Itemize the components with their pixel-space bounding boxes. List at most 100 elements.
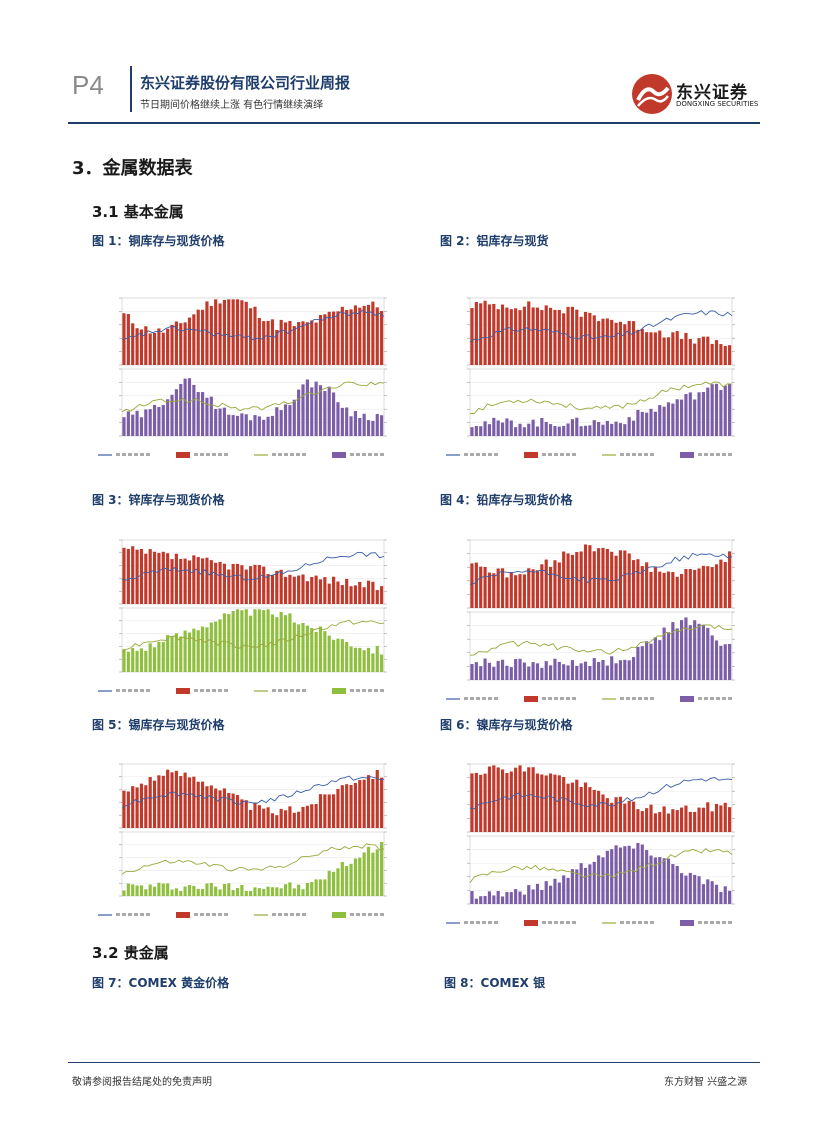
- chart-bar: [301, 321, 305, 365]
- chart-bar: [371, 420, 375, 436]
- chart-line: [469, 310, 733, 343]
- chart-bar: [227, 414, 231, 436]
- chart-line: [469, 552, 733, 585]
- chart-bar: [262, 888, 266, 896]
- chart-bar: [135, 328, 139, 365]
- chart-panel: [119, 763, 387, 829]
- chart-bar: [610, 656, 614, 680]
- chart-bar: [174, 553, 178, 604]
- chart-bar: [249, 890, 253, 896]
- chart-line: [121, 551, 385, 581]
- chart-bar: [205, 883, 209, 896]
- chart-bar: [305, 625, 309, 672]
- chart-bar: [192, 314, 196, 365]
- figure-caption-4: 图 4：铅库存与现货价格: [440, 493, 573, 507]
- chart-bar: [179, 636, 183, 672]
- chart-bar: [231, 563, 235, 604]
- chart-bar: [666, 402, 671, 436]
- chart-bar: [253, 802, 257, 828]
- chart-bar: [235, 888, 240, 896]
- chart-bar: [249, 809, 253, 828]
- chart-bar: [483, 895, 487, 904]
- chart-bar: [275, 570, 279, 604]
- chart-bar: [649, 571, 653, 608]
- chart-bar: [592, 551, 596, 608]
- chart-bar: [135, 650, 139, 672]
- chart-bar: [209, 396, 213, 436]
- chart-bar: [496, 568, 500, 608]
- chart-bar: [152, 404, 157, 436]
- chart-bar: [340, 785, 344, 828]
- chart-bar: [148, 643, 152, 672]
- chart-bar: [371, 581, 375, 604]
- chart-bar: [583, 544, 588, 608]
- chart-bar: [126, 791, 130, 828]
- chart-bar: [601, 318, 605, 365]
- chart-bar: [288, 320, 292, 365]
- chart-bar: [470, 891, 474, 904]
- chart-bar: [566, 423, 570, 436]
- chart-bar: [666, 337, 671, 365]
- chart-bar: [479, 896, 483, 904]
- chart-bar: [323, 577, 327, 604]
- chart-bar: [540, 774, 544, 832]
- chart-bar: [305, 322, 309, 365]
- chart-bar: [166, 883, 170, 896]
- chart-bar: [474, 562, 478, 608]
- subsection-base-metals: 3.1 基本金属: [92, 203, 184, 221]
- chart-bar: [719, 645, 723, 680]
- chart-bar: [631, 801, 636, 832]
- chart-bar: [570, 306, 574, 365]
- chart-bar: [675, 865, 679, 904]
- chart-bar: [270, 813, 275, 828]
- chart-bar: [505, 891, 509, 904]
- chart-bar: [187, 777, 192, 828]
- chart-bar: [487, 572, 492, 608]
- chart-bar: [592, 658, 596, 680]
- chart-bar: [570, 782, 574, 832]
- chart-bar: [693, 620, 697, 680]
- chart-bar: [366, 304, 371, 365]
- chart-bar: [688, 625, 692, 680]
- chart-bar: [244, 890, 248, 896]
- chart-bar: [531, 767, 535, 832]
- chart-bar: [244, 301, 248, 365]
- chart-bar: [323, 879, 327, 896]
- chart-bar: [645, 850, 649, 904]
- chart-bar: [623, 659, 627, 680]
- header-title: 东兴证券股份有限公司行业周报: [140, 74, 351, 92]
- chart-bar: [292, 812, 296, 828]
- chart-bar: [557, 882, 561, 904]
- figure-caption-3: 图 3：锌库存与现货价格: [92, 493, 225, 507]
- chart-bar: [483, 567, 487, 608]
- chart-bar: [249, 420, 253, 436]
- chart-bar: [500, 422, 505, 436]
- chart-bar: [144, 785, 148, 828]
- chart-bar: [714, 383, 719, 436]
- chart-bar: [209, 882, 213, 896]
- chart-bar: [170, 772, 174, 828]
- chart-bar: [122, 649, 126, 672]
- chart-bar: [470, 563, 474, 608]
- chart-bar: [658, 330, 662, 365]
- chart-bar: [201, 558, 205, 604]
- chart-bar: [597, 855, 601, 904]
- chart-bar: [509, 420, 513, 436]
- chart-bar: [627, 800, 631, 832]
- chart-line: [469, 381, 733, 415]
- chart-bar: [701, 807, 705, 832]
- chart-bar: [583, 661, 588, 680]
- chart-bar: [157, 641, 161, 672]
- chart-bar: [144, 889, 148, 896]
- chart-bar: [214, 788, 218, 828]
- chart-bar: [366, 775, 371, 828]
- chart-bar: [336, 402, 340, 436]
- chart-bar: [310, 320, 314, 365]
- chart-bar: [562, 664, 566, 680]
- chart-bar: [610, 551, 614, 608]
- chart-bar: [535, 663, 540, 680]
- chart-bar: [345, 641, 349, 672]
- chart-bar: [253, 415, 257, 436]
- chart-bar: [500, 568, 505, 608]
- chart-bar: [527, 885, 531, 904]
